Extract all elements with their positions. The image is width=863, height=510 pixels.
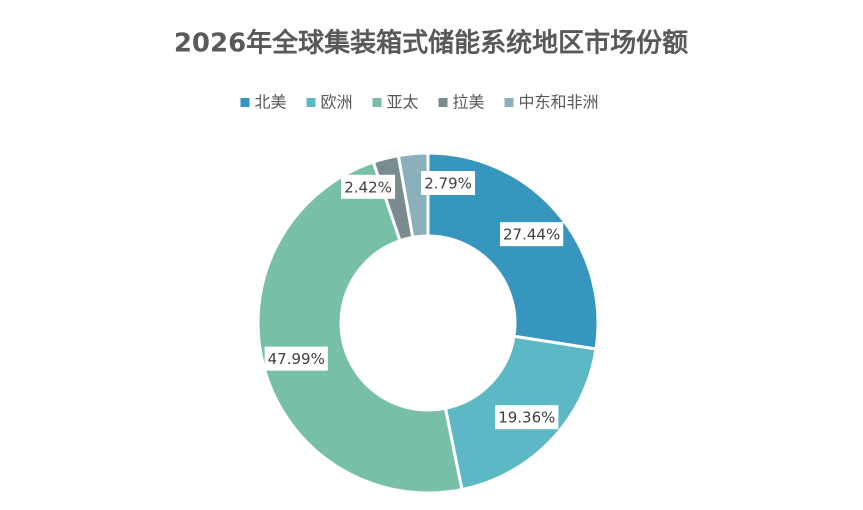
data-label-box: [264, 346, 328, 371]
legend-swatch: [306, 98, 316, 107]
legend-label: 亚太: [387, 93, 419, 112]
data-label-box: [421, 171, 476, 196]
data-label: 19.36%: [498, 409, 555, 427]
chart-title: 2026年全球集装箱式储能系统地区市场份额: [174, 28, 688, 59]
data-label: 27.44%: [503, 226, 560, 244]
data-label: 47.99%: [268, 350, 325, 368]
legend-label: 拉美: [453, 93, 485, 112]
legend-swatch: [372, 98, 382, 107]
donut-slice: [256, 160, 464, 495]
data-label-box: [341, 174, 396, 199]
legend-swatch: [240, 98, 250, 107]
donut-slice: [426, 151, 600, 351]
legend-swatch: [504, 98, 514, 107]
legend-swatch: [438, 98, 448, 107]
data-label-box: [495, 405, 559, 430]
legend-label: 北美: [255, 93, 287, 112]
legend-label: 中东和非洲: [519, 93, 599, 112]
data-label-box: [500, 222, 564, 247]
data-label: 2.79%: [424, 175, 472, 193]
legend-label: 欧洲: [321, 93, 353, 112]
donut-slice: [396, 151, 430, 240]
data-label: 2.42%: [344, 178, 392, 196]
